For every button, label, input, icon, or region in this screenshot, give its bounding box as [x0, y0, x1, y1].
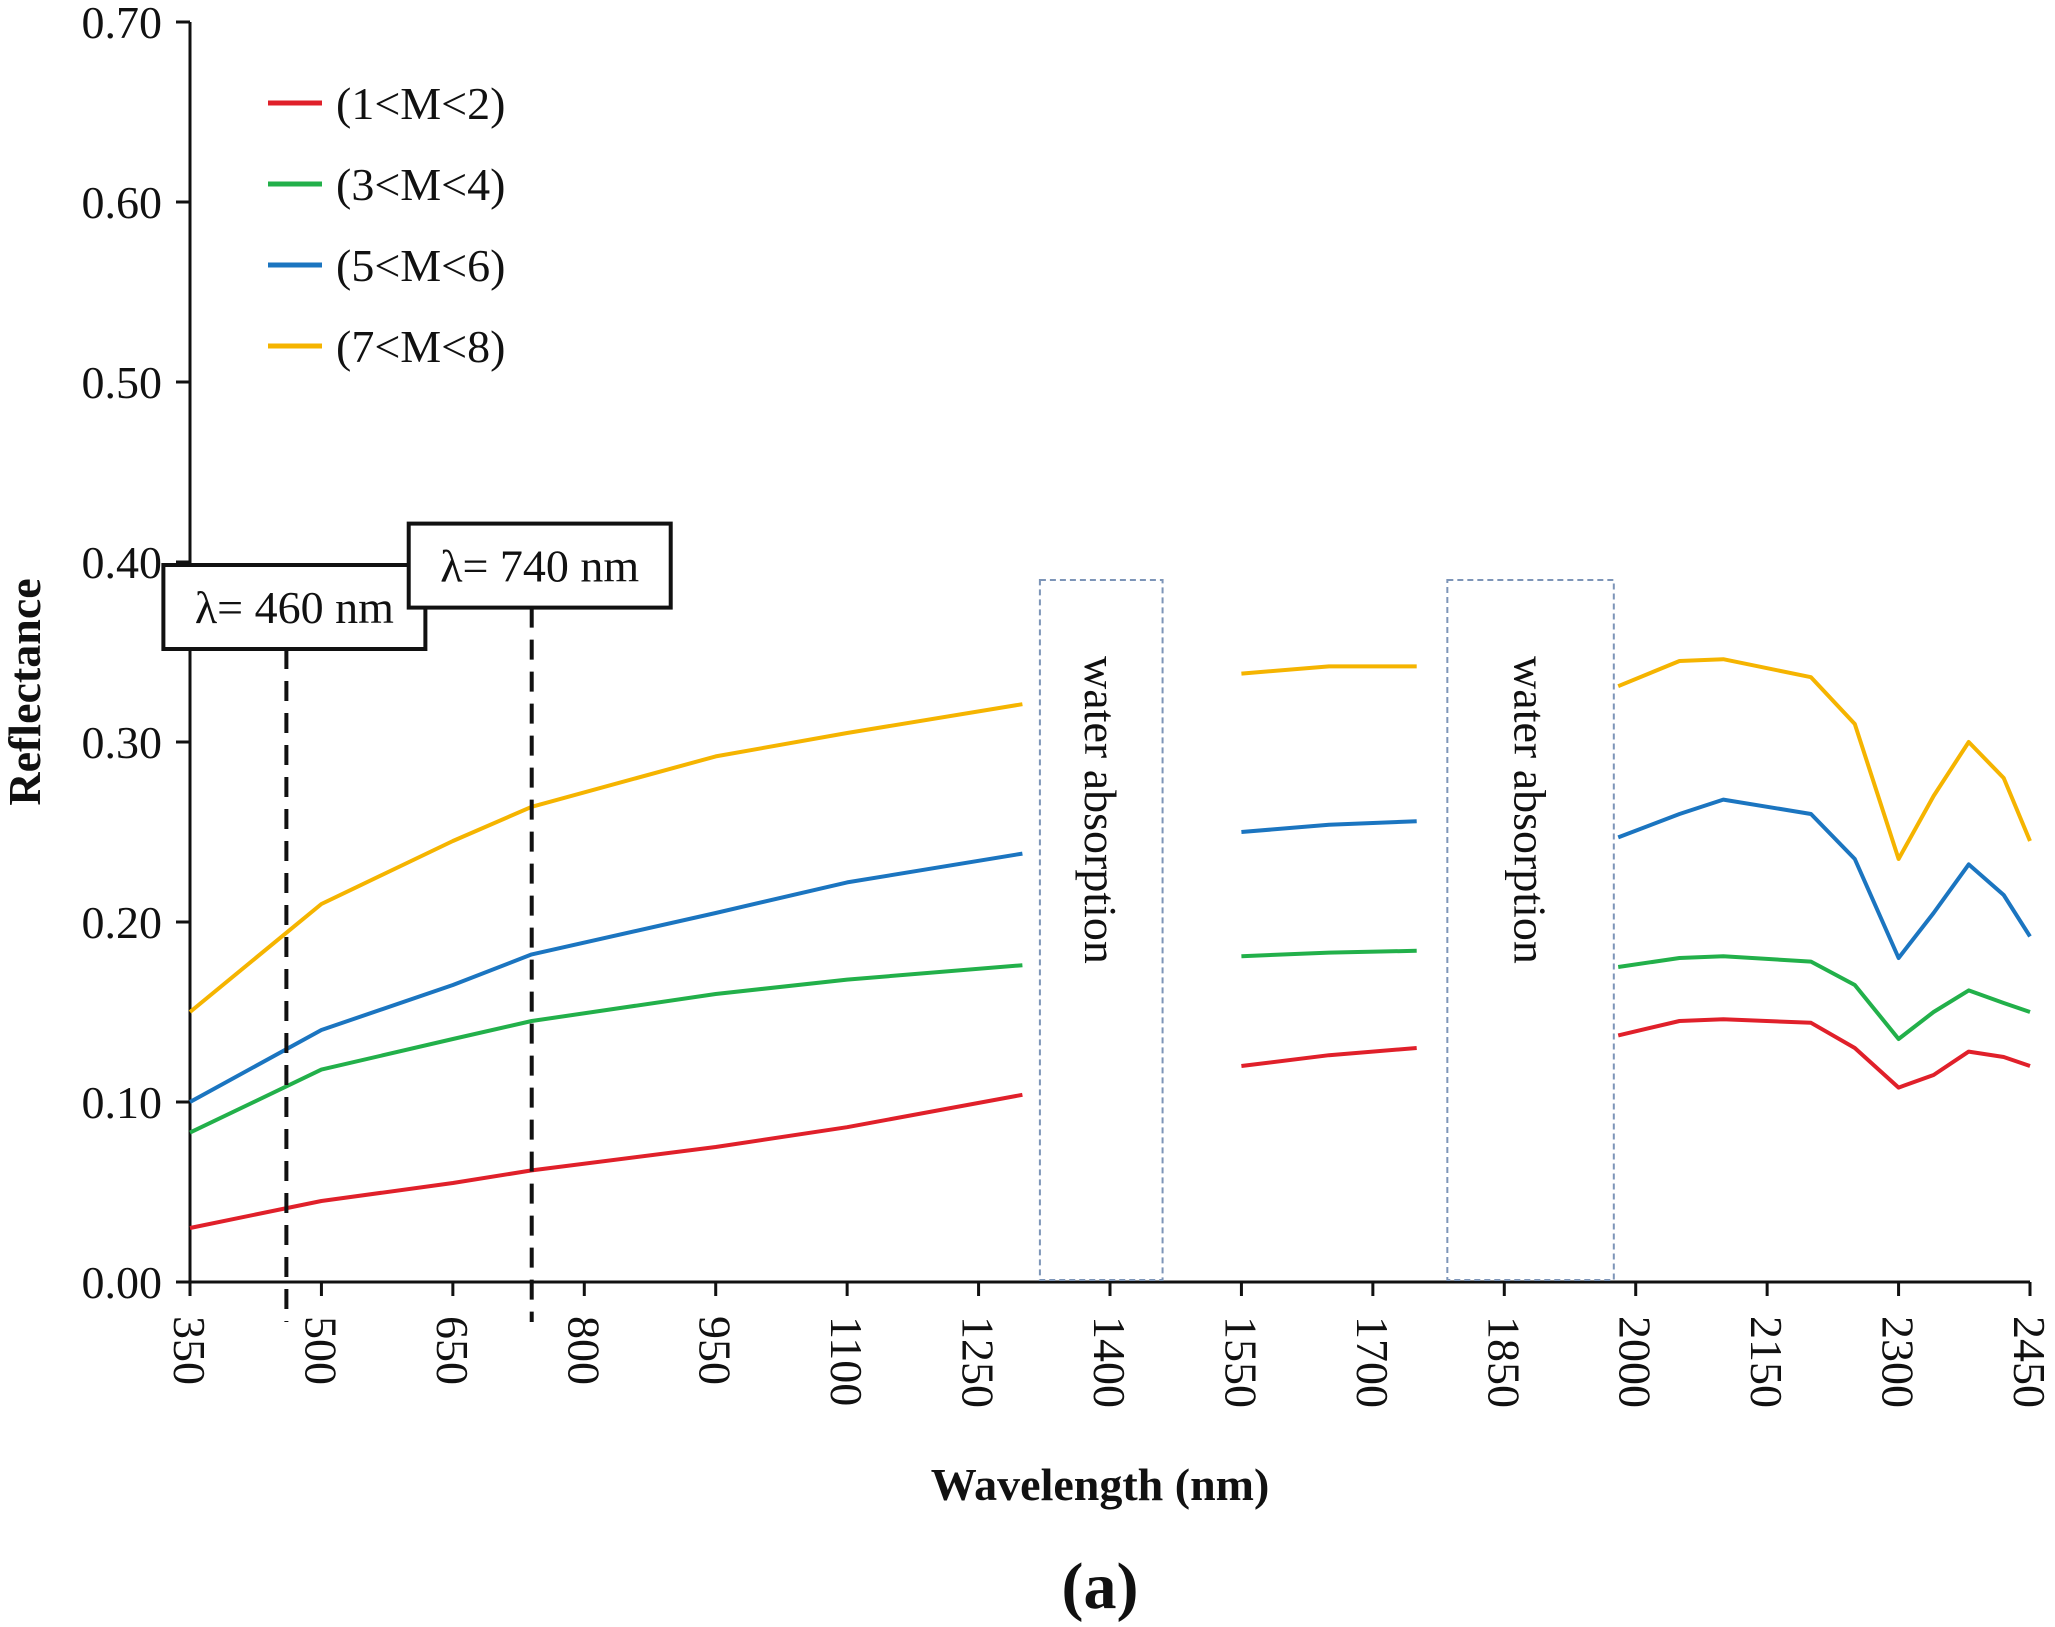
series-line-1-segment-2	[1241, 1046, 1417, 1068]
x-axis-title: Wavelength (nm)	[931, 1459, 1270, 1510]
y-tick-label: 0.00	[82, 1257, 163, 1308]
series-line-4-segment-2	[1241, 664, 1417, 676]
x-tick-label: 2150	[1741, 1316, 1792, 1408]
water-absorption-box-1	[1038, 579, 1164, 1281]
legend-label-4: (7<M<8)	[336, 321, 505, 372]
y-tick-label: 0.10	[82, 1077, 163, 1128]
series-line-3-segment-2	[1241, 819, 1417, 834]
legend-label-3: (5<M<6)	[336, 240, 505, 291]
series-line-1-segment-3	[1617, 1017, 2031, 1090]
y-tick-label: 0.30	[82, 717, 163, 768]
x-tick-label: 1850	[1478, 1316, 1529, 1408]
series-line-3-segment-3	[1617, 797, 2032, 960]
x-tick-label: 1400	[1084, 1316, 1135, 1408]
legend-label-1: (1<M<2)	[336, 78, 505, 129]
series-line-1-segment-1	[189, 1092, 1023, 1230]
y-tick-label: 0.20	[82, 897, 163, 948]
y-tick-label: 0.60	[82, 177, 163, 228]
series-line-2-segment-3	[1617, 954, 2031, 1041]
y-tick-label: 0.40	[82, 537, 163, 588]
x-tick-label: 1100	[821, 1316, 872, 1406]
y-tick-label: 0.70	[82, 0, 163, 48]
x-tick-label: 2300	[1873, 1316, 1924, 1408]
y-axis-title: Reflectance	[0, 578, 50, 805]
series-line-2-segment-2	[1241, 948, 1417, 959]
series-line-2-segment-1	[189, 963, 1023, 1135]
y-tick-label: 0.50	[82, 357, 163, 408]
x-tick-label: 1250	[953, 1316, 1004, 1408]
water-absorption-label-1: water absorption	[1075, 656, 1126, 964]
x-tick-label: 2000	[1610, 1316, 1661, 1408]
lambda-box-1	[161, 563, 428, 651]
x-tick-label: 800	[558, 1316, 609, 1385]
x-tick-label: 2450	[2004, 1316, 2055, 1408]
series-line-4-segment-1	[188, 702, 1023, 1014]
lambda-box-2	[406, 521, 673, 610]
x-tick-label: 950	[690, 1316, 741, 1385]
x-tick-label: 500	[295, 1316, 346, 1385]
x-tick-label: 350	[164, 1316, 215, 1385]
x-tick-label: 1550	[1215, 1316, 1266, 1408]
x-tick-label: 650	[427, 1316, 478, 1385]
series-line-3-segment-1	[189, 851, 1023, 1104]
water-absorption-box-2	[1446, 579, 1615, 1281]
series-line-4-segment-3	[1617, 657, 2032, 861]
water-absorption-label-2: water absorption	[1505, 656, 1556, 964]
lambda-label-1: λ= 460 nm	[195, 582, 394, 633]
legend-label-2: (3<M<4)	[336, 159, 505, 210]
figure-caption: (a)	[1062, 1550, 1139, 1623]
x-tick-label: 1700	[1347, 1316, 1398, 1408]
lambda-label-2: λ= 740 nm	[440, 541, 639, 592]
